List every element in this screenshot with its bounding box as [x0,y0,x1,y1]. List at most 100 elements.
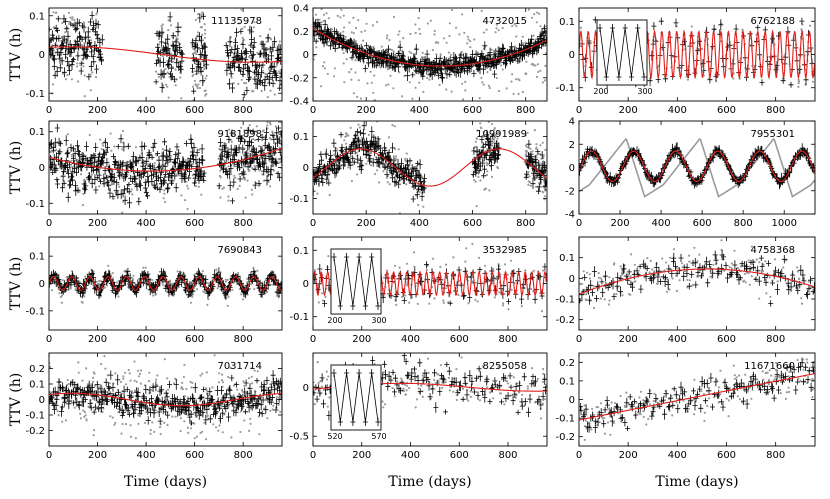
data-point [278,56,282,65]
gray-point [525,60,528,63]
data-point [402,164,408,171]
gray-point [320,85,323,88]
gray-point [371,24,375,27]
data-point [261,166,267,176]
gray-point [401,295,404,298]
data-point [81,21,87,33]
data-point [54,66,60,77]
gray-point [750,275,753,278]
gray-point [243,25,246,28]
panel-11135978: 0 200 400 600 800-0.100.1 11135978 [25,7,283,116]
gray-point [69,166,72,169]
gray-point [164,67,167,70]
x-tick-label: 400 [137,218,156,229]
data-point [529,34,535,44]
data-point [360,129,366,139]
gray-point [493,128,496,131]
gray-point [344,142,348,145]
data-point [268,164,274,176]
gray-point [271,130,274,133]
gray-point [417,16,420,20]
data-point [322,300,328,307]
gray-point [171,282,174,285]
gray-point [186,207,189,211]
data-point [183,140,189,147]
data-point [359,160,365,171]
data-point [106,180,112,191]
data-point [195,61,201,72]
gray-point [483,188,486,191]
gray-point [176,270,179,273]
data-point [69,173,75,181]
data-point [258,67,264,78]
gray-point [342,52,345,55]
gray-point [497,89,501,93]
data-point [164,153,170,161]
data-point [161,151,167,161]
gray-point [185,180,188,183]
data-point [76,280,82,287]
gray-point [539,144,542,147]
data-point [338,32,344,39]
gray-point [83,295,86,298]
data-point [151,180,157,190]
x-tick-label: 800 [734,218,753,229]
data-point [201,55,207,67]
data-point [470,170,476,178]
data-point [444,69,450,79]
data-point [83,180,89,192]
data-point [240,71,246,78]
gray-point [195,288,199,291]
gray-point [227,107,229,109]
data-point [437,55,443,62]
data-point [107,166,113,174]
data-point [75,51,81,61]
x-tick-label: 800 [234,218,253,229]
gray-point [480,9,483,12]
gray-point [61,21,64,25]
gray-point [486,71,489,74]
gray-point [191,295,194,298]
gray-point [273,93,276,96]
gray-point [98,185,101,188]
gray-point [194,51,197,54]
gray-point [233,133,236,136]
gray-point [95,11,99,14]
gray-point [708,259,712,262]
gray-point [397,148,400,151]
x-tick-label: 0 [310,105,316,116]
data-point [414,190,420,199]
x-tick-label: 600 [717,105,736,116]
data-point [420,72,426,80]
gray-point [247,154,250,157]
data-point [336,157,342,165]
data-point [489,160,495,171]
data-point [264,51,270,58]
gray-point [248,55,251,59]
gray-point [416,302,419,305]
data-point [156,164,162,172]
data-point [651,22,657,31]
data-point [265,33,271,43]
data-point [137,180,142,188]
gray-point [412,251,416,254]
gray-point [543,195,547,198]
gray-point [261,130,264,133]
gray-point [227,199,230,202]
data-point [184,162,190,169]
gray-point [515,25,518,28]
gray-point [732,77,735,80]
gray-point [491,142,494,145]
gray-point [503,112,505,114]
data-point [99,56,105,65]
gray-point [494,31,497,34]
gray-point [525,151,528,154]
gray-point [205,74,208,77]
gray-point [417,203,420,207]
gray-point [686,278,689,281]
data-point [243,56,249,63]
gray-point [66,73,69,77]
gray-point [240,293,243,296]
gray-point [422,90,425,94]
data-point [464,53,470,62]
